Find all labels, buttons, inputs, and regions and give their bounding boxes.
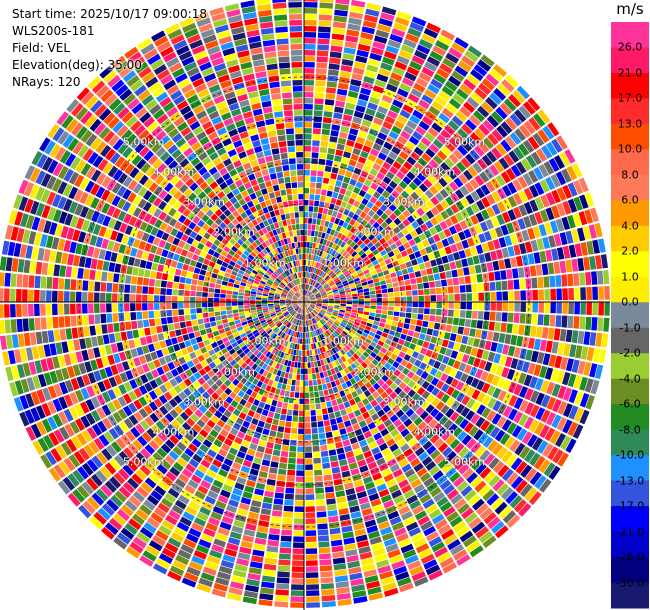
colorbar-tick-label: -6.0 xyxy=(619,397,641,411)
range-ring-label: 3.00km xyxy=(183,395,225,409)
colorbar-tick-label: -26.0 xyxy=(615,550,645,564)
range-ring-label: 3.00km xyxy=(183,195,225,209)
range-ring xyxy=(205,203,403,401)
range-ring-label: 1.00km xyxy=(322,256,364,270)
colorbar-tick-label: -21.0 xyxy=(615,525,645,539)
range-ring-label: 1.00km xyxy=(244,256,286,270)
range-ring-label: 2.00km xyxy=(213,365,255,379)
colorbar-swatch xyxy=(611,72,649,99)
colorbar-swatch xyxy=(611,506,649,533)
velocity-colorbar xyxy=(611,22,649,609)
colorbar-swatch xyxy=(611,174,649,201)
colorbar-tick-label: 4.0 xyxy=(621,219,639,233)
colorbar-tick-label: 17.0 xyxy=(617,91,643,105)
range-ring-label: 2.00km xyxy=(213,225,255,239)
range-ring-label: 2.00km xyxy=(353,225,395,239)
colorbar-tick-label: -1.0 xyxy=(619,321,641,335)
range-ring-label: 2.00km xyxy=(353,365,395,379)
colorbar-swatch xyxy=(611,251,649,278)
range-ring-label: 4.00km xyxy=(413,425,456,439)
colorbar-tick-label: 13.0 xyxy=(617,117,643,131)
range-ring-label: 4.00km xyxy=(413,165,456,179)
range-ring-label: 5.00km xyxy=(122,455,165,469)
colorbar-swatch xyxy=(611,455,649,482)
range-ring-label: 5.00km xyxy=(443,455,486,469)
colorbar-tick-label: -2.0 xyxy=(619,346,641,360)
scan-info-panel: Start time: 2025/10/17 09:00:18 WLS200s-… xyxy=(12,6,207,91)
colorbar-tick-label: -8.0 xyxy=(619,423,641,437)
colorbar-swatch xyxy=(611,47,649,74)
colorbar-tick-label: 26.0 xyxy=(617,40,643,54)
colorbar-swatch xyxy=(611,582,649,609)
colorbar-tick-label: 1.0 xyxy=(621,270,639,284)
colorbar-swatch xyxy=(611,353,649,380)
field-label: Field: VEL xyxy=(12,41,71,55)
instrument-label: WLS200s-181 xyxy=(12,24,95,38)
velocity-cells xyxy=(0,0,610,608)
nrays-label: NRays: 120 xyxy=(12,75,81,89)
colorbar-tick-label: -10.0 xyxy=(615,448,645,462)
colorbar-swatch xyxy=(611,22,649,48)
colorbar-swatch xyxy=(611,98,649,125)
colorbar-swatch xyxy=(611,404,649,431)
colorbar-swatch xyxy=(611,200,649,227)
range-ring xyxy=(120,118,488,486)
colorbar-swatch xyxy=(611,378,649,405)
colorbar-tick-label: -4.0 xyxy=(619,372,641,386)
colorbar-swatch xyxy=(611,123,649,150)
colorbar-swatch xyxy=(611,557,649,584)
colorbar-swatch xyxy=(611,225,649,252)
colorbar-tick-label: 21.0 xyxy=(617,66,643,80)
colorbar-swatch xyxy=(611,149,649,176)
radar-ppi-plot xyxy=(0,0,610,610)
range-ring-label: 1.00km xyxy=(244,334,286,348)
colorbar-swatch xyxy=(611,531,649,558)
colorbar-swatch xyxy=(611,302,649,329)
colorbar-swatch xyxy=(611,429,649,456)
range-ring xyxy=(248,246,360,358)
colorbar-tick-label: 2.0 xyxy=(621,244,639,258)
colorbar-tick-label: 8.0 xyxy=(621,168,639,182)
range-ring-label: 5.00km xyxy=(122,135,165,149)
range-ring-label: 4.00km xyxy=(152,425,195,439)
colorbar-tick-label: 10.0 xyxy=(617,142,643,156)
colorbar-tick-label: 0.0 xyxy=(621,295,639,309)
colorbar-unit-label: m/s xyxy=(616,0,644,18)
colorbar-swatch xyxy=(611,480,649,507)
range-ring-label: 3.00km xyxy=(382,195,425,209)
range-ring xyxy=(78,76,530,528)
colorbar-swatch xyxy=(611,327,649,354)
colorbar-tick-label: -17.0 xyxy=(615,499,645,513)
elevation-label: Elevation(deg): 35.00 xyxy=(12,58,142,72)
range-ring-label: 1.00km xyxy=(322,334,364,348)
colorbar-swatch xyxy=(611,276,649,303)
colorbar-tick-label: -30.0 xyxy=(615,576,645,590)
start-time-label: Start time: 2025/10/17 09:00:18 xyxy=(12,7,207,21)
colorbar-tick-label: 6.0 xyxy=(621,193,639,207)
range-ring xyxy=(163,161,445,443)
colorbar-tick-label: -13.0 xyxy=(615,474,645,488)
range-ring-label: 4.00km xyxy=(152,165,195,179)
range-ring-label: 5.00km xyxy=(443,135,486,149)
range-ring-label: 3.00km xyxy=(382,395,425,409)
